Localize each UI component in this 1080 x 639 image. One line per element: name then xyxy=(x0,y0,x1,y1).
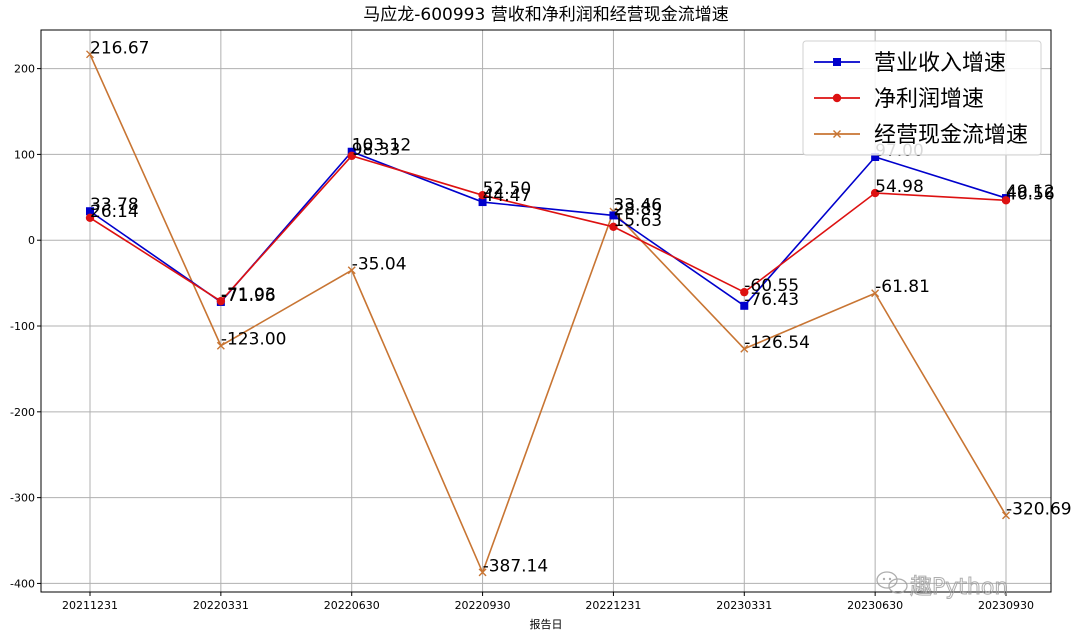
y-tick-label: -100 xyxy=(10,320,35,333)
y-tick-label: 0 xyxy=(28,234,35,247)
series-line xyxy=(89,150,1007,307)
legend-marker xyxy=(833,130,841,138)
data-label: 54.98 xyxy=(875,177,924,197)
data-label: 103.12 xyxy=(352,136,411,156)
x-tick-label: 20211231 xyxy=(62,599,118,612)
legend-label: 经营现金流增速 xyxy=(874,123,1028,148)
data-point xyxy=(740,344,749,353)
legend-marker xyxy=(832,93,842,103)
legend-box xyxy=(802,40,1042,156)
data-label: 98.33 xyxy=(352,140,401,160)
legend-item: 净利润增速 xyxy=(814,87,984,112)
watermark: 趣Python xyxy=(876,571,1009,601)
data-label: 46.56 xyxy=(1006,184,1055,204)
plot-frame xyxy=(40,29,1052,593)
series-line xyxy=(89,154,1007,303)
data-label: -387.14 xyxy=(483,556,549,576)
x-tick-label: 20220930 xyxy=(455,599,511,612)
legend-item: 营业收入增速 xyxy=(814,51,1006,76)
legend-label: 营业收入增速 xyxy=(874,51,1006,76)
data-point xyxy=(740,301,749,310)
data-point xyxy=(1001,196,1011,205)
data-label: 15.63 xyxy=(613,211,662,231)
data-label: -61.81 xyxy=(875,277,930,297)
data-label: 33.78 xyxy=(90,195,139,215)
data-label: 52.50 xyxy=(483,179,532,199)
x-tick-label: 20220630 xyxy=(324,599,380,612)
legend-item: 经营现金流增速 xyxy=(814,123,1028,148)
data-label: -71.96 xyxy=(221,286,276,306)
x-tick-label: 20220331 xyxy=(193,599,249,612)
y-tick-label: 100 xyxy=(14,148,35,161)
data-point xyxy=(347,151,356,161)
data-label: 49.12 xyxy=(1006,182,1055,202)
watermark-text: 趣Python xyxy=(910,575,1008,600)
data-label: 216.67 xyxy=(90,38,149,58)
y-tick-label: -200 xyxy=(10,406,35,419)
series-2 xyxy=(85,151,1011,306)
legend-label: 净利润增速 xyxy=(874,87,984,112)
data-point xyxy=(86,207,94,216)
series-layer xyxy=(85,50,1011,577)
data-label: -126.54 xyxy=(744,333,810,353)
data-point xyxy=(871,152,880,161)
data-label: -123.00 xyxy=(221,330,287,350)
wechat-icon xyxy=(876,571,908,594)
x-axis-label: 报告日 xyxy=(530,617,563,631)
data-point xyxy=(478,568,487,577)
data-label: 26.14 xyxy=(90,202,139,222)
data-label: 33.46 xyxy=(613,196,662,216)
data-point xyxy=(85,213,95,222)
y-axis-ticks: 200 100 0 -100 -200 -300 -400 xyxy=(10,63,41,590)
data-label: -76.43 xyxy=(744,290,799,310)
data-point xyxy=(870,188,880,198)
data-point xyxy=(216,341,225,350)
data-point xyxy=(609,211,618,220)
y-tick-label: -300 xyxy=(10,492,35,505)
data-point xyxy=(478,198,487,207)
data-point xyxy=(86,50,94,59)
data-label: -35.04 xyxy=(352,254,407,274)
data-label: 28.89 xyxy=(613,199,662,219)
data-label: -71.03 xyxy=(221,285,276,305)
x-tick-label: 20221231 xyxy=(585,599,641,612)
data-point xyxy=(609,222,618,232)
data-point xyxy=(871,289,880,298)
grid xyxy=(41,30,1051,592)
x-axis-ticks: 20211231 20220331 20220630 20220930 20221231… xyxy=(62,592,1034,612)
legend-marker xyxy=(833,58,841,66)
y-tick-label: 200 xyxy=(14,63,35,76)
data-point xyxy=(478,190,487,200)
data-label: -320.69 xyxy=(1006,499,1072,519)
data-point xyxy=(216,296,226,306)
series-line xyxy=(89,53,1007,575)
data-point xyxy=(347,266,356,275)
data-point xyxy=(740,287,749,297)
y-tick-label: -400 xyxy=(10,577,35,590)
x-tick-label: 20230930 xyxy=(978,599,1034,612)
chart-title: 马应龙-600993 营收和净利润和经营现金流增速 xyxy=(363,5,728,25)
x-tick-label: 20230630 xyxy=(847,599,903,612)
x-tick-label: 20230331 xyxy=(716,599,772,612)
data-point xyxy=(1002,511,1010,520)
data-label: -60.55 xyxy=(744,276,799,296)
data-label: 44.47 xyxy=(483,186,532,206)
